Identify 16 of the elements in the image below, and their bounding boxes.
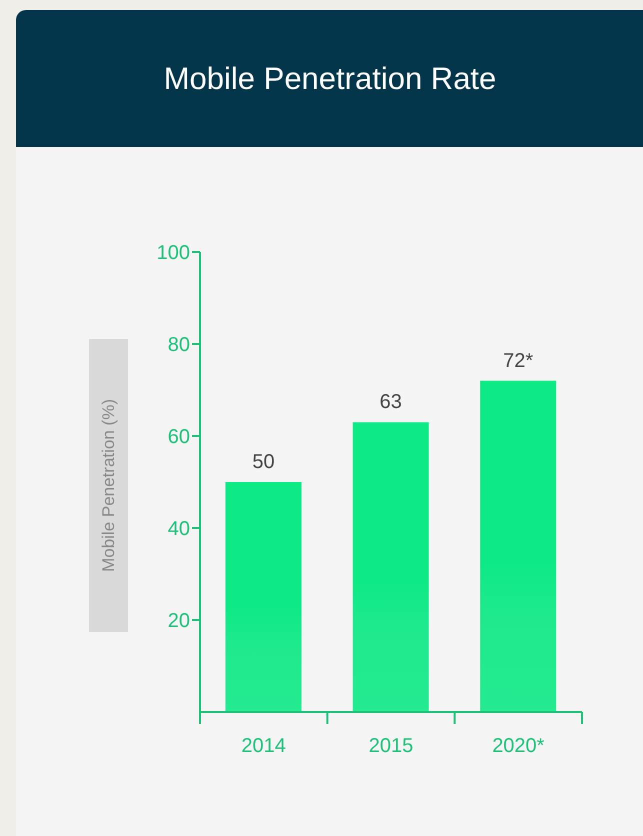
data-label: 72*	[503, 350, 534, 372]
y-tick-label: 40	[168, 518, 190, 540]
y-tick-label: 60	[168, 426, 190, 448]
x-tick-label: 2020*	[492, 735, 545, 757]
bar	[352, 422, 429, 712]
chart-title: Mobile Penetration Rate	[16, 10, 643, 147]
x-tick-label: 2014	[241, 735, 286, 757]
bar	[225, 482, 302, 712]
y-tick-label: 100	[156, 242, 190, 264]
data-label: 63	[380, 391, 402, 414]
bar	[480, 380, 556, 712]
y-tick-label: 80	[168, 334, 190, 356]
x-tick-label: 2015	[368, 735, 414, 757]
data-label: 50	[252, 451, 275, 473]
y-axis-title: Mobile Penetration (%)	[98, 399, 118, 572]
y-tick-label: 20	[168, 610, 190, 632]
